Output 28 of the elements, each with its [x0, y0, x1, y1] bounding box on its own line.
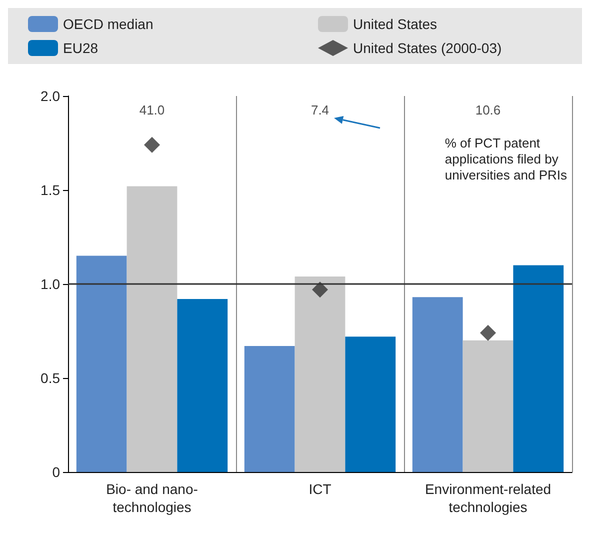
- legend-label: OECD median: [63, 16, 154, 32]
- y-tick-label: 2.0: [40, 88, 60, 104]
- x-tick-label: ICT: [308, 481, 332, 497]
- y-tick-label: 1.5: [40, 182, 60, 198]
- x-tick-label: Bio- and nano- technologies: [106, 481, 198, 515]
- point: [480, 324, 496, 341]
- y-tick-label: 0: [52, 464, 60, 480]
- bar: [126, 186, 178, 472]
- annotation: % of PCT patent applications filed by universities and PRIs: [444, 136, 568, 182]
- legend-label: United States (2000-03): [353, 40, 502, 56]
- bar: [412, 297, 463, 472]
- bar: [345, 336, 396, 472]
- legend-label: EU28: [63, 40, 98, 56]
- legend-label: United States: [353, 16, 438, 32]
- annotation: 41.0: [139, 102, 165, 118]
- bar: [76, 256, 127, 472]
- bar: [294, 276, 346, 472]
- y-tick-label: 1.0: [40, 276, 60, 292]
- bar: [177, 299, 228, 472]
- point: [144, 136, 160, 153]
- x-tick-label: Environment-related technologies: [424, 481, 552, 515]
- y-tick-label: 0.5: [40, 370, 60, 386]
- bar: [513, 265, 564, 472]
- bar: [244, 346, 295, 472]
- bar: [462, 340, 514, 472]
- point: [312, 282, 328, 298]
- annotation: 7.4: [310, 102, 330, 118]
- annotation: 10.6: [475, 102, 501, 118]
